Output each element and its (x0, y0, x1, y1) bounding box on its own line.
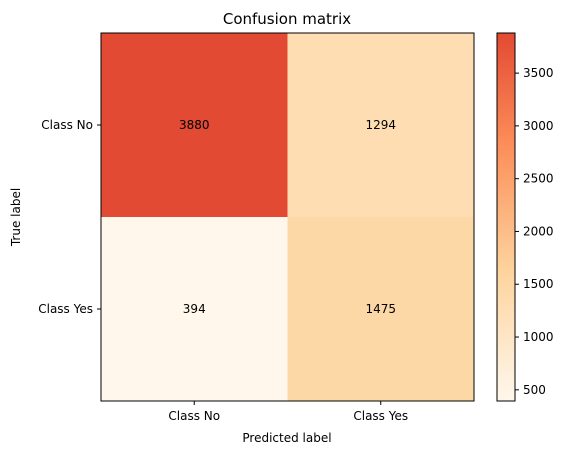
colorbar (496, 32, 516, 402)
x-tick-label: Class Yes (353, 409, 408, 423)
cell-value-label: 3880 (179, 118, 210, 132)
cell-value-label: 1294 (365, 118, 396, 132)
heatmap-cell (287, 217, 474, 401)
colorbar-tick-label: 1500 (523, 277, 554, 291)
heatmap-cell (287, 33, 474, 217)
x-tick-label: Class No (168, 409, 220, 423)
axis-ticks: Class No Class Yes Class No Class Yes (38, 118, 408, 423)
colorbar-tick-label: 3500 (523, 66, 554, 80)
colorbar-tick-label: 3000 (523, 119, 554, 133)
y-tick-label: Class Yes (38, 302, 93, 316)
colorbar-tick-label: 500 (523, 383, 546, 397)
chart-title: Confusion matrix (223, 10, 351, 28)
plot-frame (100, 32, 475, 402)
colorbar-tick-label: 2000 (523, 224, 554, 238)
colorbar-tick-label: 2500 (523, 172, 554, 186)
colorbar-tick-label: 1000 (523, 330, 554, 344)
cell-value-label: 394 (183, 302, 206, 316)
heatmap-cell (101, 217, 288, 401)
heatmap-cell (101, 33, 288, 217)
y-axis-label: True label (9, 188, 23, 247)
x-axis-label: Predicted label (242, 431, 331, 445)
y-tick-label: Class No (41, 118, 93, 132)
heatmap-cells: 3880 1294 394 1475 (101, 33, 474, 401)
cell-value-label: 1475 (365, 302, 396, 316)
colorbar-ticks: 500 1000 1500 2000 2500 3000 3500 (515, 66, 554, 397)
